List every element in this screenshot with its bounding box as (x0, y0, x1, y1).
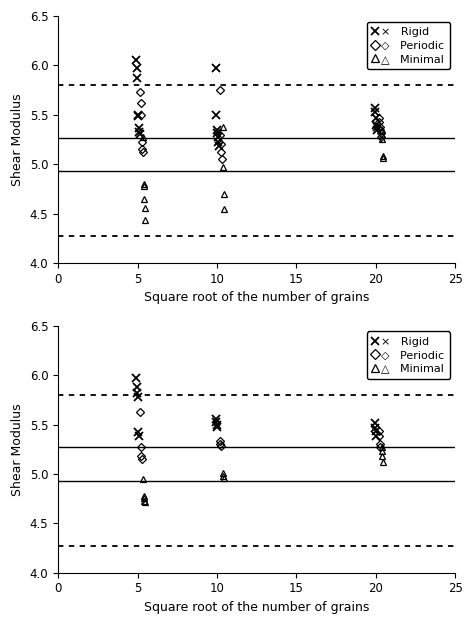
Text: (a): (a) (426, 22, 446, 36)
Y-axis label: Shear Modulus: Shear Modulus (11, 93, 24, 186)
Y-axis label: Shear Modulus: Shear Modulus (11, 403, 24, 496)
Legend: ×   Rigid, ◇   Periodic, △   Minimal: × Rigid, ◇ Periodic, △ Minimal (367, 22, 450, 69)
Text: (b): (b) (426, 332, 446, 346)
Legend: ×   Rigid, ◇   Periodic, △   Minimal: × Rigid, ◇ Periodic, △ Minimal (367, 331, 450, 379)
X-axis label: Square root of the number of grains: Square root of the number of grains (144, 601, 369, 614)
X-axis label: Square root of the number of grains: Square root of the number of grains (144, 291, 369, 304)
